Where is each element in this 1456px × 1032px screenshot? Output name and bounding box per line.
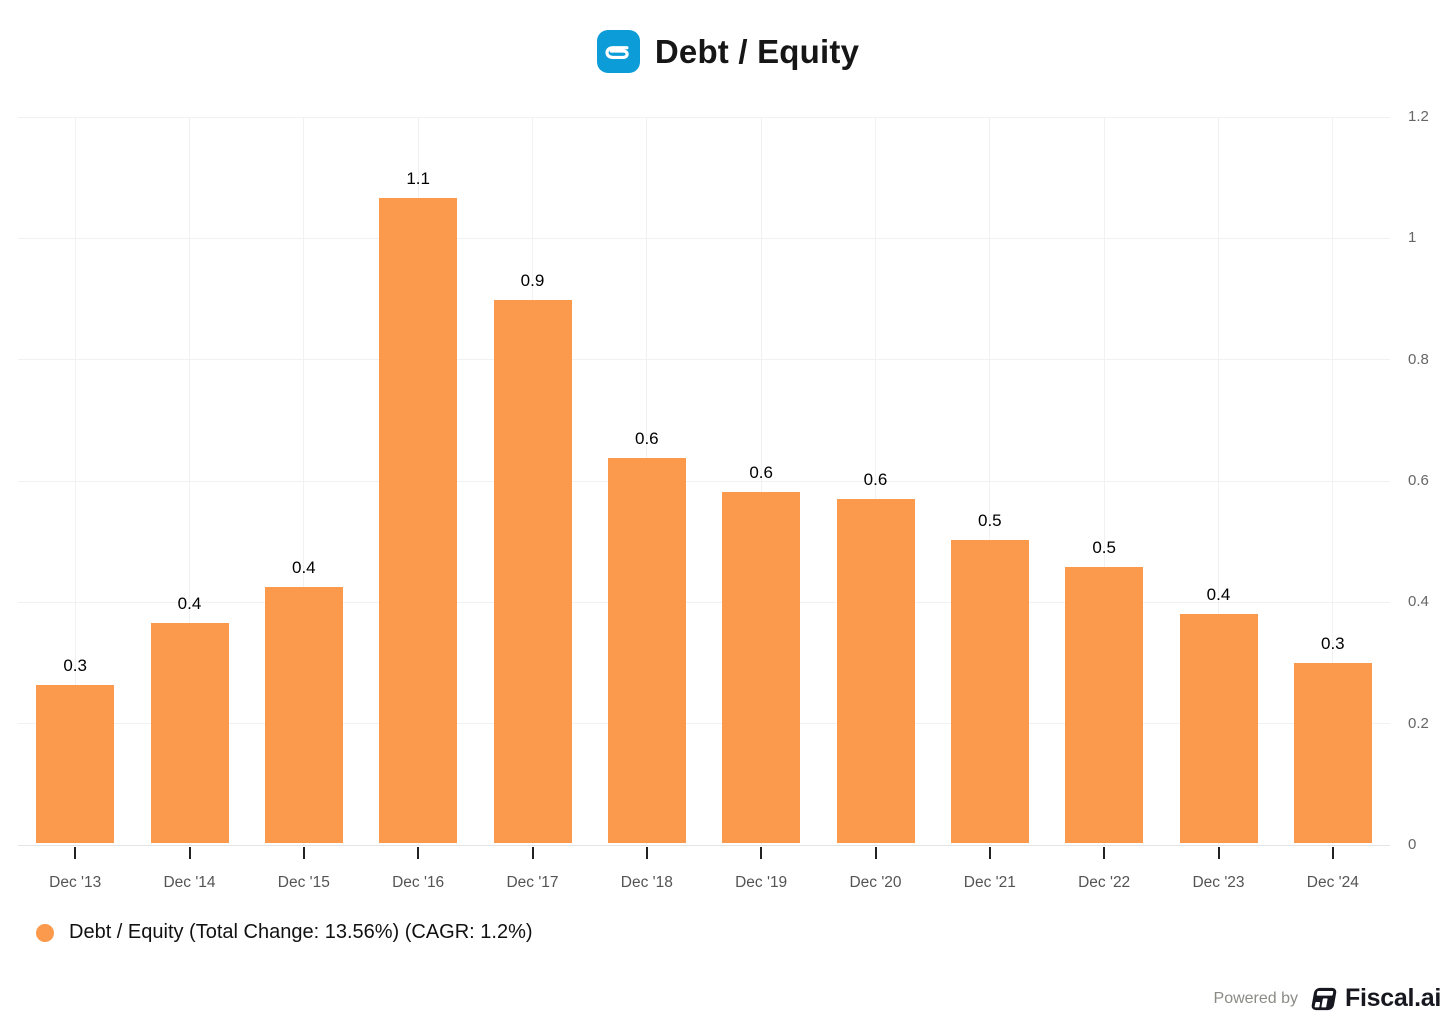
gridline-x — [74, 117, 76, 845]
x-axis-tick — [74, 847, 77, 859]
x-tick-label: Dec '14 — [163, 874, 216, 891]
bar-value-label: 0.5 — [978, 511, 1002, 531]
bar-dec-17[interactable] — [493, 300, 572, 843]
bar-value-label: 0.3 — [63, 655, 87, 675]
powered-by-bar: Powered by Fiscal.ai — [1213, 984, 1442, 1013]
y-tick-label: 0.8 — [1408, 350, 1429, 368]
bar-dec-19[interactable] — [722, 491, 801, 843]
gridline-x — [303, 117, 305, 845]
gridline-y — [18, 844, 1390, 846]
gridline-x — [1103, 117, 1105, 845]
page-title: Debt / Equity — [654, 32, 860, 70]
x-axis-tick — [1103, 847, 1106, 859]
fiscalai-logo-icon — [1309, 985, 1337, 1013]
x-axis-tick — [1217, 847, 1220, 859]
x-axis-tick — [874, 847, 877, 859]
x-tick-label: Dec '24 — [1306, 874, 1359, 891]
bar-dec-16[interactable] — [379, 198, 458, 843]
x-axis-tick — [988, 847, 991, 859]
bar-value-label: 0.4 — [1206, 584, 1231, 604]
x-tick-label: Dec '13 — [49, 874, 102, 891]
bar-value-label: 0.6 — [635, 428, 659, 448]
bar-value-label: 1.1 — [406, 169, 430, 189]
gridline-x — [760, 117, 762, 845]
bar-dec-21[interactable] — [950, 540, 1029, 843]
bar-value-label: 0.5 — [1092, 538, 1116, 558]
x-tick-label: Dec '20 — [849, 874, 902, 891]
company-logo-icon — [596, 30, 640, 73]
x-axis-tick — [645, 847, 648, 859]
x-axis-tick — [531, 847, 534, 859]
bar-value-label: 0.9 — [520, 271, 545, 291]
y-tick-label: 0.6 — [1408, 472, 1429, 489]
chart-header: Debt / Equity — [0, 30, 1456, 73]
bar-value-label: 0.6 — [863, 470, 888, 490]
bar-dec-13[interactable] — [36, 684, 115, 843]
gridline-y — [18, 723, 1390, 725]
bar-dec-18[interactable] — [607, 457, 686, 843]
bar-dec-14[interactable] — [150, 622, 229, 843]
x-tick-label: Dec '19 — [735, 874, 788, 891]
y-tick-label: 0 — [1408, 836, 1417, 853]
legend-marker-icon — [36, 923, 54, 942]
bar-dec-22[interactable] — [1065, 567, 1144, 843]
gridline-x — [189, 117, 190, 845]
fiscalai-link[interactable]: Fiscal.ai — [1309, 984, 1441, 1013]
bar-value-label: 0.4 — [177, 593, 202, 613]
gridline-x — [875, 117, 876, 845]
powered-by-text: Powered by — [1213, 989, 1299, 1007]
x-tick-label: Dec '15 — [277, 874, 330, 891]
x-axis-tick — [1331, 847, 1334, 859]
bar-value-label: 0.4 — [292, 558, 316, 578]
gridline-y — [18, 601, 1390, 603]
y-tick-label: 0.4 — [1408, 593, 1429, 611]
plot-area: 0 0.2 0.4 0.6 0.8 1 1.2 0.3 Dec '13 0.4 Dec '14 0.4… — [18, 108, 1429, 891]
x-axis-tick — [417, 847, 420, 859]
fiscalai-wordmark: Fiscal.ai — [1345, 984, 1441, 1012]
x-axis-tick — [302, 847, 305, 859]
bar-dec-24[interactable] — [1293, 663, 1372, 843]
gridline-y — [18, 359, 1390, 361]
gridline-y — [18, 116, 1390, 118]
legend-label: Debt / Equity (Total Change: 13.56%) (CA… — [69, 921, 533, 943]
x-tick-label: Dec '22 — [1078, 874, 1131, 891]
x-tick-label: Dec '23 — [1192, 874, 1245, 891]
x-axis-tick — [760, 847, 763, 859]
gridline-y — [18, 237, 1390, 239]
x-tick-label: Dec '21 — [963, 874, 1016, 891]
bar-value-label: 0.6 — [749, 462, 773, 482]
gridline-x — [1218, 117, 1219, 845]
gridline-x — [989, 117, 991, 845]
bar-dec-20[interactable] — [836, 499, 915, 843]
y-tick-label: 0.2 — [1408, 714, 1429, 732]
y-tick-label: 1.2 — [1408, 108, 1429, 125]
bar-dec-15[interactable] — [264, 587, 343, 843]
bar-value-label: 0.3 — [1321, 634, 1345, 653]
legend-item[interactable]: Debt / Equity (Total Change: 13.56%) (CA… — [36, 921, 533, 944]
x-tick-label: Dec '16 — [392, 874, 445, 891]
gridline-y — [18, 480, 1390, 482]
y-tick-label: 1 — [1408, 229, 1417, 247]
x-tick-label: Dec '17 — [506, 874, 559, 891]
bar-dec-23[interactable] — [1179, 613, 1258, 843]
x-axis-tick — [188, 847, 191, 859]
x-tick-label: Dec '18 — [620, 874, 673, 891]
gridline-x — [1332, 117, 1334, 845]
